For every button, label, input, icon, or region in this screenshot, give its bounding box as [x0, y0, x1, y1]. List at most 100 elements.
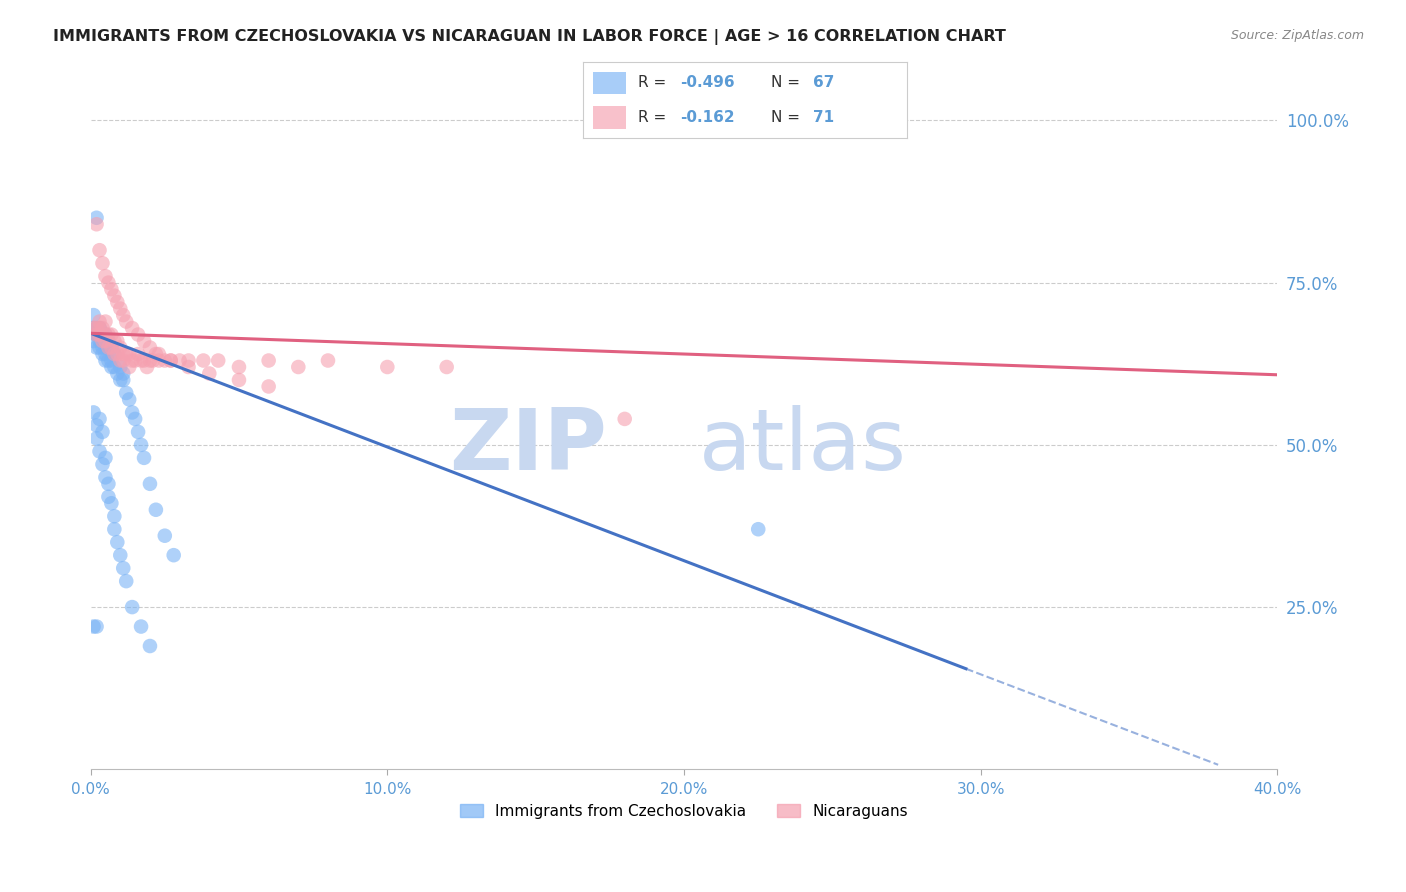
Point — [198, 367, 221, 381]
Point — [148, 347, 170, 361]
Point — [228, 359, 250, 374]
Point — [86, 327, 108, 342]
Point — [121, 405, 143, 419]
Text: 67: 67 — [813, 76, 835, 90]
Point — [153, 353, 176, 368]
Point — [177, 353, 200, 368]
Point — [94, 470, 117, 484]
Point — [86, 211, 108, 225]
Point — [94, 334, 117, 348]
Point — [139, 353, 162, 368]
Text: -0.162: -0.162 — [681, 111, 735, 125]
Point — [91, 425, 114, 439]
Point — [121, 353, 143, 368]
Point — [89, 334, 111, 348]
Point — [94, 347, 117, 361]
Point — [121, 600, 143, 615]
Point — [132, 450, 155, 465]
Point — [94, 450, 117, 465]
Point — [105, 535, 128, 549]
Point — [110, 341, 132, 355]
Point — [86, 431, 108, 445]
Point — [148, 353, 170, 368]
Text: atlas: atlas — [699, 406, 907, 489]
Point — [115, 574, 138, 588]
Point — [207, 353, 229, 368]
Point — [139, 639, 162, 653]
Text: N =: N = — [770, 76, 804, 90]
Point — [86, 418, 108, 433]
Point — [83, 619, 105, 633]
Text: -0.496: -0.496 — [681, 76, 735, 90]
Point — [115, 347, 138, 361]
Point — [103, 509, 125, 524]
Point — [86, 341, 108, 355]
Point — [145, 502, 167, 516]
Point — [112, 373, 135, 387]
Point — [89, 315, 111, 329]
Point — [136, 359, 159, 374]
Point — [103, 334, 125, 348]
Point — [139, 476, 162, 491]
Point — [193, 353, 215, 368]
Point — [91, 321, 114, 335]
Point — [100, 359, 122, 374]
Point — [94, 341, 117, 355]
Point — [89, 321, 111, 335]
Point — [105, 334, 128, 348]
Point — [100, 327, 122, 342]
Point — [91, 341, 114, 355]
Point — [287, 359, 309, 374]
Point — [110, 359, 132, 374]
Point — [91, 458, 114, 472]
Point — [112, 308, 135, 322]
Point — [94, 315, 117, 329]
Point — [97, 276, 120, 290]
Point — [94, 327, 117, 342]
Point — [100, 496, 122, 510]
Point — [110, 373, 132, 387]
Point — [118, 359, 141, 374]
Point — [91, 256, 114, 270]
Point — [110, 548, 132, 562]
Point — [132, 353, 155, 368]
Point — [139, 341, 162, 355]
Point — [103, 359, 125, 374]
Point — [163, 548, 186, 562]
Point — [89, 327, 111, 342]
Point — [83, 334, 105, 348]
Point — [97, 476, 120, 491]
Text: Source: ZipAtlas.com: Source: ZipAtlas.com — [1230, 29, 1364, 42]
Point — [112, 353, 135, 368]
Point — [153, 529, 176, 543]
Point — [100, 353, 122, 368]
Point — [89, 321, 111, 335]
Point — [103, 522, 125, 536]
Point — [86, 327, 108, 342]
Text: IMMIGRANTS FROM CZECHOSLOVAKIA VS NICARAGUAN IN LABOR FORCE | AGE > 16 CORRELATI: IMMIGRANTS FROM CZECHOSLOVAKIA VS NICARA… — [53, 29, 1007, 45]
Point — [89, 321, 111, 335]
FancyBboxPatch shape — [593, 71, 626, 95]
Legend: Immigrants from Czechoslovakia, Nicaraguans: Immigrants from Czechoslovakia, Nicaragu… — [454, 797, 914, 825]
Point — [97, 327, 120, 342]
Point — [159, 353, 181, 368]
Point — [89, 412, 111, 426]
Point — [100, 341, 122, 355]
Point — [115, 315, 138, 329]
Point — [83, 405, 105, 419]
Point — [127, 327, 149, 342]
Text: R =: R = — [638, 111, 672, 125]
Point — [115, 386, 138, 401]
Point — [105, 347, 128, 361]
Point — [97, 341, 120, 355]
Point — [110, 301, 132, 316]
Point — [129, 619, 152, 633]
Point — [118, 392, 141, 407]
Point — [97, 353, 120, 368]
Point — [103, 347, 125, 361]
Point — [94, 269, 117, 284]
Point — [142, 353, 165, 368]
Point — [127, 347, 149, 361]
Point — [91, 327, 114, 342]
Point — [86, 327, 108, 342]
